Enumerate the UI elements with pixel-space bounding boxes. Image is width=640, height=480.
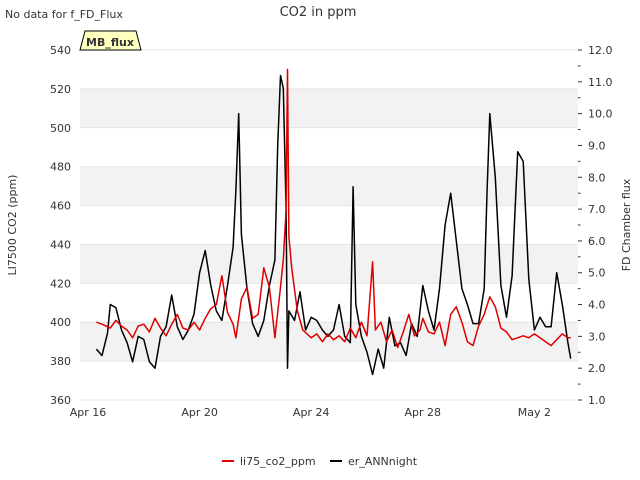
chart-title: CO2 in ppm [280, 5, 357, 20]
x-tick-label: Apr 24 [293, 406, 330, 419]
x-tick-label: Apr 20 [181, 406, 218, 419]
right-tick-label: 4.0 [588, 299, 606, 312]
left-tick-label: 380 [50, 355, 71, 368]
right-tick-label: 2.0 [588, 362, 606, 375]
background-bands [80, 88, 578, 362]
legend-label: li75_co2_ppm [240, 455, 316, 468]
x-tick-label: Apr 16 [70, 406, 107, 419]
mb-flux-badge: MB_flux [79, 30, 142, 51]
left-tick-label: 520 [50, 83, 71, 96]
right-tick-label: 3.0 [588, 330, 606, 343]
badge-label: MB_flux [86, 36, 134, 49]
left-tick-label: 400 [50, 316, 71, 329]
right-tick-label: 1.0 [588, 394, 606, 407]
left-tick-label: 460 [50, 200, 71, 213]
legend-label: er_ANNnight [348, 455, 418, 468]
right-tick-label: 9.0 [588, 139, 606, 152]
band-460 [80, 166, 578, 206]
series-layer [95, 68, 572, 376]
left-tick-label: 540 [50, 44, 71, 57]
gridlines [80, 49, 578, 401]
band-420 [80, 244, 578, 284]
right-tick-label: 5.0 [588, 267, 606, 280]
x-tick-label: Apr 28 [405, 406, 442, 419]
left-axis-ticks: 360 380 400 420 440 460 480 500 520 540 [50, 44, 71, 407]
left-tick-label: 360 [50, 394, 71, 407]
series-line-er_ANNnight [95, 74, 572, 376]
right-tick-label: 12.0 [588, 44, 613, 57]
right-tick-label: 7.0 [588, 203, 606, 216]
series-line-li75_co2_ppm [96, 68, 571, 349]
right-tick-label: 10.0 [588, 108, 613, 121]
x-axis-ticks: Apr 16 Apr 20 Apr 24 Apr 28 May 2 [70, 406, 551, 419]
left-tick-label: 440 [50, 238, 71, 251]
left-tick-label: 500 [50, 122, 71, 135]
no-data-notice: No data for f_FD_Flux [5, 8, 123, 21]
band-380 [80, 322, 578, 362]
right-tick-label: 11.0 [588, 76, 613, 89]
badge-shape [79, 30, 142, 51]
left-tick-label: 480 [50, 161, 71, 174]
right-tick-label: 6.0 [588, 235, 606, 248]
x-tick-label: May 2 [518, 406, 551, 419]
legend: li75_co2_ppm er_ANNnight [222, 455, 418, 468]
right-axis-ticks: 1.0 2.0 3.0 4.0 5.0 6.0 7.0 8.0 9.0 10.0 11.0 12.0 [578, 44, 613, 407]
band-500 [80, 88, 578, 128]
y-axis-left-label: LI7500 CO2 (ppm) [6, 175, 19, 276]
y-axis-right-label: FD Chamber flux [620, 178, 633, 271]
left-tick-label: 420 [50, 277, 71, 290]
right-tick-label: 8.0 [588, 171, 606, 184]
